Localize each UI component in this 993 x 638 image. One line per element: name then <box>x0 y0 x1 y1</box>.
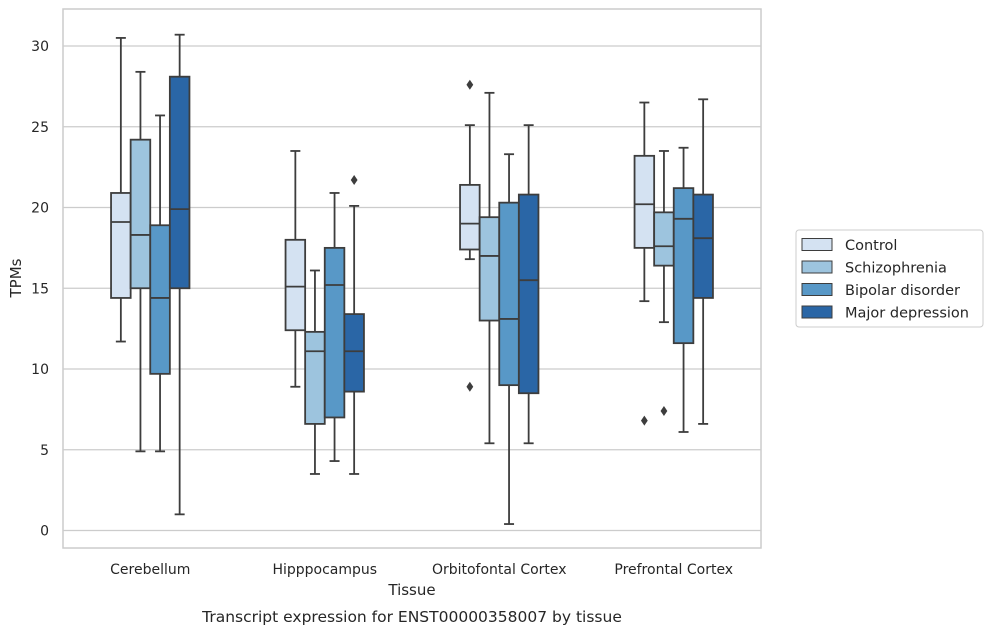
legend-swatch <box>801 283 833 296</box>
box-group <box>323 192 346 462</box>
box-group <box>304 269 326 475</box>
box-body <box>517 193 540 395</box>
box-group <box>110 37 132 343</box>
y-tick-label: 10 <box>31 362 49 378</box>
box-group <box>692 98 714 425</box>
box-body <box>110 192 132 299</box>
x-tick-label: Orbitofontal Cortex <box>432 562 567 578</box>
y-tick-label: 25 <box>31 120 49 136</box>
box-body <box>304 330 326 425</box>
outlier-point <box>466 79 474 90</box>
legend: Control Schizophrenia Bipolar disorder Majo… <box>795 229 984 328</box>
y-tick-label: 20 <box>31 201 49 217</box>
box-body <box>343 313 365 393</box>
box-group <box>149 114 171 453</box>
box-group <box>129 70 152 453</box>
box-group <box>498 153 520 525</box>
outlier-point <box>660 405 668 416</box>
box-body <box>692 193 714 299</box>
box-body <box>168 75 191 290</box>
x-tick-label: Prefrontal Cortex <box>614 562 733 578</box>
box-body <box>284 238 307 332</box>
x-tick-label: Hipppocampus <box>272 562 377 578</box>
box-group <box>343 175 365 475</box>
box-body <box>498 201 520 387</box>
legend-label: Major depression <box>845 306 969 322</box>
x-tick-labels: Cerebellum Hipppocampus Orbitofontal Corte… <box>110 562 733 578</box>
box-group <box>672 146 695 433</box>
outlier-point <box>640 415 648 426</box>
x-axis-label: Tissue <box>387 581 435 599</box>
y-tick-labels: 0 5 10 15 20 25 30 <box>31 39 49 540</box>
box-body <box>478 216 501 322</box>
box-body <box>149 224 171 375</box>
box-group <box>633 101 656 426</box>
boxes <box>110 33 714 525</box>
box-group <box>478 91 501 445</box>
box-group <box>653 150 675 416</box>
box-group <box>459 79 481 392</box>
x-tick-label: Cerebellum <box>110 562 190 578</box>
outlier-point <box>466 381 474 392</box>
y-tick-label: 0 <box>40 524 49 540</box>
box-body <box>653 211 675 267</box>
legend-label: Bipolar disorder <box>845 283 960 299</box>
y-axis-label: TPMs <box>7 258 25 298</box>
y-tick-label: 30 <box>31 39 49 55</box>
chart-caption: Transcript expression for ENST0000035800… <box>201 608 622 626</box>
legend-label: Control <box>845 238 897 254</box>
box-body <box>672 187 695 345</box>
y-tick-label: 5 <box>40 443 49 459</box>
legend-swatch <box>801 305 833 319</box>
box-body <box>633 154 656 249</box>
legend-swatch <box>801 260 833 274</box>
legend-swatch <box>801 238 833 251</box>
outlier-point <box>350 175 358 186</box>
legend-label: Schizophrenia <box>845 261 947 277</box>
plot-frame <box>62 8 762 549</box>
box-body <box>323 246 346 419</box>
y-tick-label: 15 <box>31 281 49 297</box>
box-body <box>129 138 152 290</box>
box-body <box>459 183 481 251</box>
legend-frame <box>795 229 984 328</box>
box-group <box>517 124 540 445</box>
box-group <box>168 33 191 516</box>
box-group <box>284 150 307 388</box>
